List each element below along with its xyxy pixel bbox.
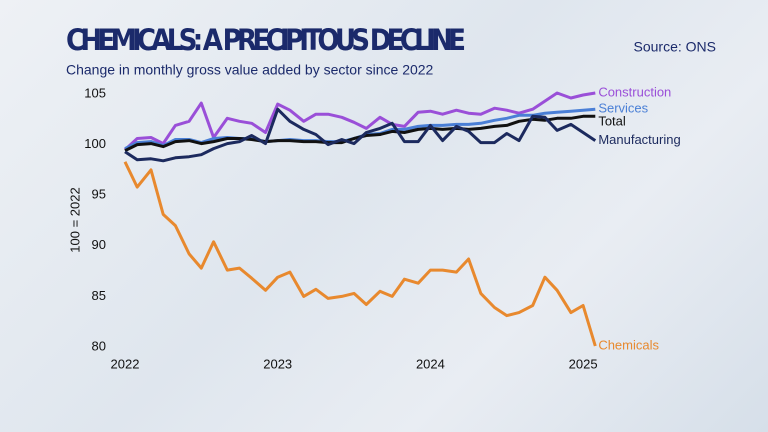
x-tick-label: 2024 (416, 356, 445, 371)
chart-title: CHEMICALS: A PRECIPITOUS DECLINE (66, 23, 466, 57)
y-tick-label: 100 (84, 136, 106, 151)
source: Source: ONS (634, 39, 716, 55)
series-label: Manufacturing (598, 132, 680, 147)
series-label: Total (598, 114, 626, 129)
y-tick-label: 80 (92, 338, 106, 353)
x-tick-label: 2025 (569, 356, 598, 371)
series-line (123, 161, 597, 347)
series-line (124, 107, 597, 163)
series-line (124, 114, 596, 153)
x-tick-label: 2022 (111, 356, 140, 371)
y-tick-label: 95 (92, 187, 106, 202)
y-axis-title: 100 = 2022 (67, 187, 82, 252)
series-label: Chemicals (598, 337, 659, 352)
x-tick-label: 2023 (263, 356, 292, 371)
series-label: Construction (598, 84, 671, 99)
y-tick-label: 90 (92, 237, 106, 252)
y-tick-label: 105 (84, 85, 106, 100)
series-label: Services (598, 101, 648, 116)
chart-subtitle: Change in monthly gross value added by s… (66, 62, 434, 78)
series-line (123, 91, 596, 151)
y-tick-label: 85 (92, 288, 106, 303)
